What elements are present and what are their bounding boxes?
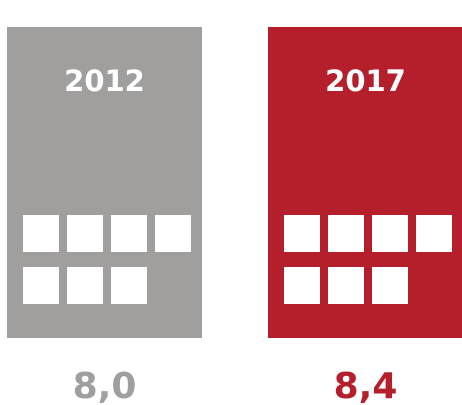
square-icon (111, 215, 147, 252)
square-icon (67, 215, 103, 252)
square-icon (372, 267, 408, 304)
value-label: 8,4 (334, 366, 398, 405)
square-icon (284, 215, 320, 252)
square-icon (416, 215, 452, 252)
square-icon (155, 215, 191, 252)
year-label: 2012 (64, 64, 145, 98)
square-icon (23, 215, 59, 252)
square-icon (372, 215, 408, 252)
square-icon (111, 267, 147, 304)
square-icon (284, 267, 320, 304)
year-label: 2017 (325, 64, 406, 98)
square-icon (328, 215, 364, 252)
square-icon (67, 267, 103, 304)
square-icon (23, 267, 59, 304)
square-icon (328, 267, 364, 304)
value-label: 8,0 (73, 366, 137, 405)
